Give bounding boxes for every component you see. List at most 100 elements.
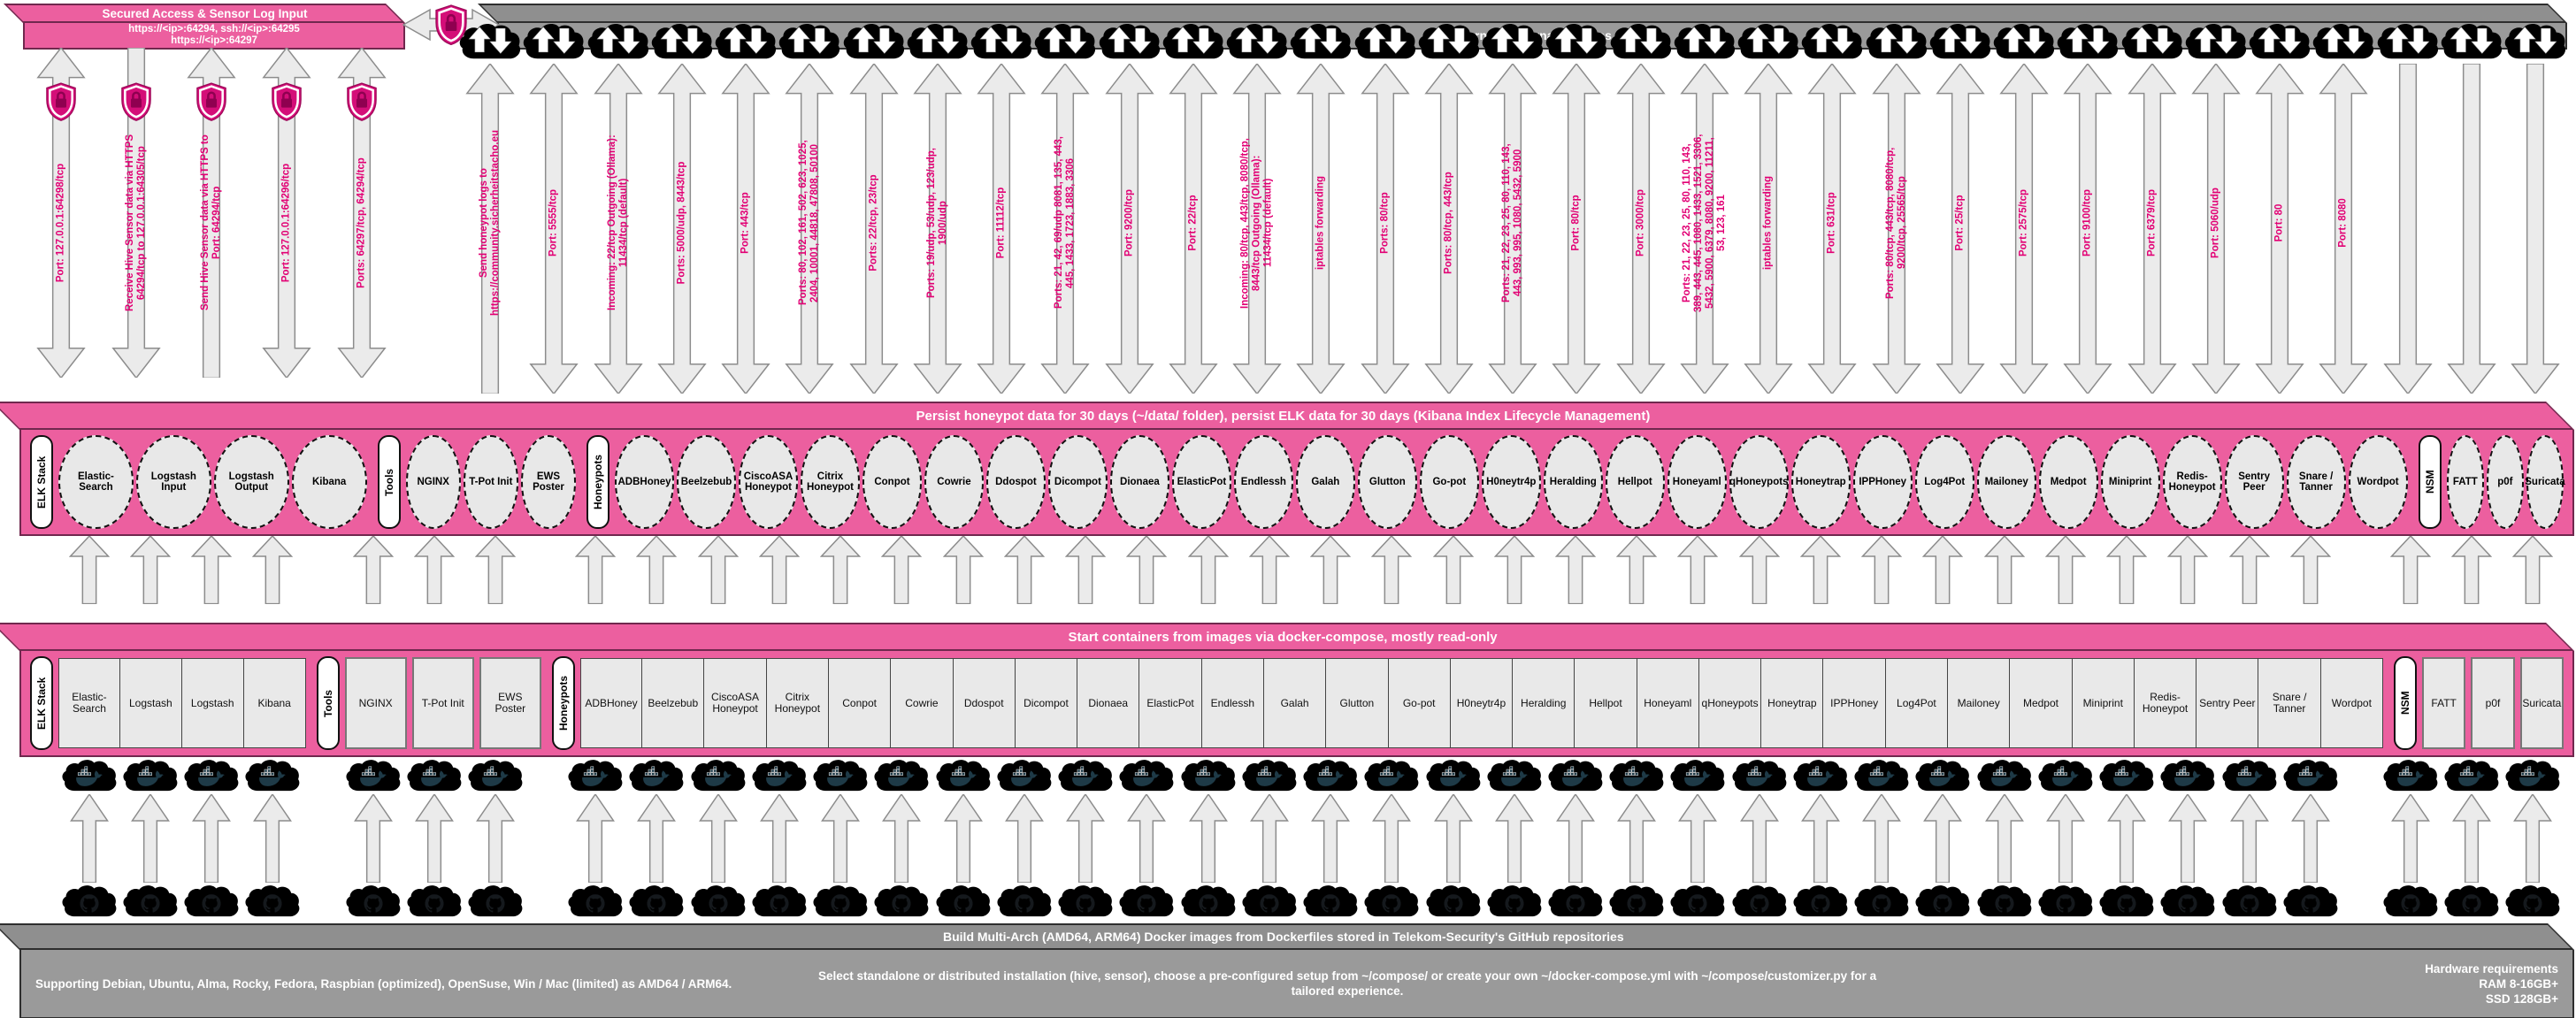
vertical-arrow-shape: [1169, 64, 1218, 394]
port-arrow-label: Incoming: 22/tcp Outgoing (Ollama): 1143…: [606, 134, 629, 311]
cloud-sync-icon: [1928, 21, 1993, 62]
vertical-arrow-shape: [1936, 64, 1985, 394]
build-chain-column: [1484, 757, 1545, 920]
container-rect: Go-pot: [1388, 658, 1451, 748]
port-arrow: Port: 9100/tcp: [2056, 44, 2120, 402]
vertical-arrow-shape: [1040, 64, 1090, 394]
service-circle: Endlessh: [1233, 435, 1293, 529]
vertical-arrow-shape: [262, 48, 311, 379]
github-octocat-icon: [2097, 883, 2156, 920]
container-rect: Medpot: [2010, 658, 2073, 748]
container-rect: Elastic-Search: [58, 658, 120, 748]
docker-whale-icon: [344, 757, 402, 794]
github-octocat-icon: [1117, 883, 1176, 920]
container-rect: ElasticPot: [1139, 658, 1202, 748]
port-arrow: [2440, 44, 2503, 402]
up-arrow: [2452, 794, 2491, 883]
lock-shield-icon: [119, 81, 153, 122]
container-rect: Hellpot: [1575, 658, 1637, 748]
docker-whale-icon: [1362, 757, 1421, 794]
up-arrow: [1740, 794, 1779, 883]
secured-access-front: https://<ip>:64294, ssh://<ip>:64295 htt…: [23, 23, 405, 50]
compose-banner: Start containers from images via docker-…: [0, 623, 2574, 651]
port-arrow-label: iptables forwarding: [1762, 175, 1774, 271]
docker-whale-icon: [1975, 757, 2034, 794]
vertical-arrow-shape: [2191, 64, 2241, 394]
up-arrow: [1361, 536, 1422, 621]
up-arrow: [1923, 794, 1962, 883]
port-arrow-label: iptables forwarding: [1315, 175, 1326, 271]
cloud-sync-icon: [1032, 21, 1098, 62]
arrow-band-spacer: [400, 44, 458, 402]
port-arrow-label: Ports: 64297/tcp, 64294/tcp: [356, 157, 367, 288]
github-octocat-icon: [2036, 883, 2095, 920]
group-pill-elk: ELK Stack: [30, 435, 53, 529]
group-nsm: NSM FATT p0f Suricata: [2393, 656, 2564, 750]
build-chain-column: [1300, 757, 1361, 920]
cloud-sync-icon: [2055, 21, 2120, 62]
build-chain-column: [1422, 757, 1484, 920]
service-circle: H0neytr4p: [1481, 435, 1541, 529]
service-circle: Redis-Honeypot: [2162, 435, 2222, 529]
service-circle: Dicompot: [1047, 435, 1108, 529]
port-arrow: Ports: 80/tcp, 443/tcp: [1417, 44, 1481, 402]
vertical-arrow-shape: [1744, 64, 1793, 394]
cloud-sync-icon: [2311, 21, 2376, 62]
build-box-front: Supporting Debian, Ubuntu, Alma, Rocky, …: [19, 950, 2574, 1018]
build-chain-column: [2096, 757, 2157, 920]
cloud-sync-icon: [1161, 21, 1226, 62]
vertical-arrow-shape: [1552, 64, 1601, 394]
build-chain-column: [748, 757, 809, 920]
up-arrow: [1668, 536, 1729, 621]
port-arrow-label: Port: 80: [2273, 203, 2285, 242]
up-arrow: [993, 536, 1054, 621]
service-circle: EWS Poster: [520, 435, 577, 529]
up-arrow: [1238, 536, 1300, 621]
build-chain-column: [1974, 757, 2035, 920]
up-arrow: [2291, 794, 2330, 883]
vertical-arrow-shape: [977, 64, 1026, 394]
port-arrow-label: Port: 5555/tcp: [548, 188, 559, 257]
container-rect: Wordpot: [2320, 658, 2384, 748]
up-arrow: [687, 536, 748, 621]
group-pill-elk: ELK Stack: [30, 656, 53, 750]
port-arrow: Port: 3000/tcp: [1609, 44, 1673, 402]
docker-whale-icon: [811, 757, 870, 794]
service-circle: Miniprint: [2100, 435, 2160, 529]
build-chain-column: [2219, 757, 2280, 920]
service-circle: Medpot: [2038, 435, 2098, 529]
cloud-sync-icon: [1864, 21, 1929, 62]
secured-access-url-line2: https://<ip>:64297: [171, 35, 257, 46]
container-rect: Logstash: [119, 658, 182, 748]
up-arrow: [699, 794, 738, 883]
build-chain-column: [2280, 757, 2341, 920]
vertical-arrow-shape: [1105, 64, 1154, 394]
port-arrow: [2503, 44, 2567, 402]
service-circle: Suricata: [2525, 435, 2565, 529]
cloud-sync-icon: [1097, 21, 1162, 62]
cloud-sync-icon: [2375, 21, 2441, 62]
up-arrow: [464, 536, 525, 621]
port-arrow: Send honeypot logs to https://community.…: [458, 44, 522, 402]
port-arrow-label: Port: 8080: [2337, 198, 2349, 248]
group-pill-tools: Tools: [316, 656, 340, 750]
up-arrow: [748, 536, 809, 621]
container-rect: IPPHoney: [1823, 658, 1886, 748]
build-chain-column: [565, 757, 626, 920]
up-arrow: [1556, 794, 1595, 883]
vertical-arrow-shape: [36, 48, 86, 379]
up-arrow: [821, 794, 860, 883]
lock-shield-icon: [44, 81, 78, 122]
group-honeypots: Honeypots ADBHoney Beelzebub CiscoASA Hone…: [551, 656, 2384, 750]
group-tools: Tools NGINX T-Pot Init EWS Poster: [316, 656, 541, 750]
up-arrow: [2107, 794, 2146, 883]
container-rect: Honeytrap: [1761, 658, 1824, 748]
container-rect: NGINX: [344, 657, 407, 749]
build-chain-column: [1545, 757, 1606, 920]
docker-whale-icon: [1179, 757, 1238, 794]
port-arrow: Port: 8080: [2312, 44, 2375, 402]
group-pill-nsm: NSM: [2393, 656, 2417, 750]
build-banner: Build Multi-Arch (AMD64, ARM64) Docker i…: [0, 923, 2574, 950]
service-circle: Log4Pot: [1914, 435, 1974, 529]
